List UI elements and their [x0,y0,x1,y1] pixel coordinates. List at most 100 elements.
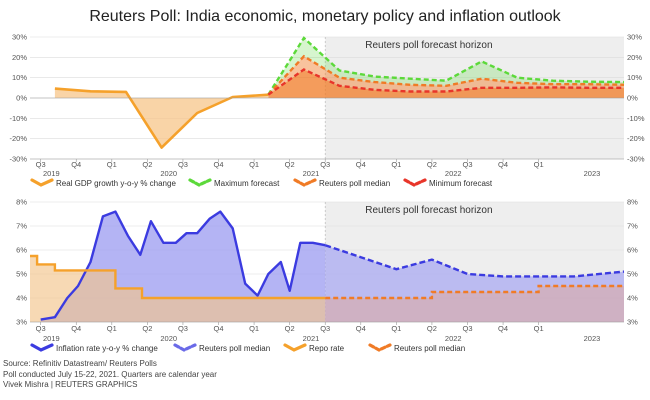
year-label: 2021 [303,169,320,178]
legend-label: Minimum forecast [429,179,493,188]
year-label: 2023 [584,169,601,178]
max-forecast-line [267,36,625,96]
x-tick-label: Q1 [391,324,401,333]
x-tick-label: Q2 [142,324,152,333]
legend-swatch [368,343,392,352]
legend-label: Reuters poll median [319,179,390,188]
legend-item: Inflation rate y-o-y % change [30,343,158,353]
legend-item: Reuters poll median [368,343,465,353]
legend-swatch [30,178,54,187]
x-tick-label: Q4 [214,324,224,333]
legend-swatch [188,178,212,187]
y-tick-label-right: 30% [627,33,642,42]
y-tick-label-right: 8% [627,198,638,207]
min-forecast-band [268,69,624,98]
year-label: 2020 [160,169,177,178]
max-forecast-band [268,38,624,95]
x-tick-label: Q1 [534,160,544,169]
x-tick-label: Q3 [178,324,188,333]
x-tick-label: Q4 [356,160,366,169]
y-tick-label-left: 3% [16,318,27,327]
year-label: 2021 [303,334,320,343]
legend-item: Real GDP growth y-o-y % change [30,178,176,188]
x-tick-label: Q1 [249,324,259,333]
legend-label: Maximum forecast [214,179,280,188]
y-tick-label-left: -30% [9,155,27,164]
year-label: 2019 [43,334,60,343]
y-tick-label-left: 30% [12,33,27,42]
legend-label: Reuters poll median [394,344,465,353]
legend-item: Reuters poll median [293,178,390,188]
x-tick-label: Q3 [178,160,188,169]
x-tick-label: Q2 [285,324,295,333]
source-block: Source: Refinitiv Datastream/ Reuters Po… [3,359,217,391]
inflation-forecast-line [324,244,625,278]
page-title: Reuters Poll: India economic, monetary p… [89,8,561,25]
legend-label: Repo rate [309,344,345,353]
y-tick-label-right: 7% [627,222,638,231]
y-tick-label-right: 0% [627,94,638,103]
legend-label: Reuters poll median [199,344,270,353]
forecast-horizon-label: Reuters poll forecast horizon [365,40,492,51]
x-tick-label: Q3 [36,160,46,169]
repo-forecast-area [325,286,624,322]
x-tick-label: Q4 [214,160,224,169]
legend-swatch [30,343,54,352]
legend-item: Maximum forecast [188,178,280,188]
x-tick-label: Q2 [285,160,295,169]
gdp-line [54,87,269,149]
legend-swatch [173,343,197,352]
inflation-line [40,210,326,321]
x-tick-label: Q1 [391,160,401,169]
legend-label: Real GDP growth y-o-y % change [56,179,176,188]
y-tick-label-right: -10% [627,114,645,123]
x-tick-label: Q3 [462,160,472,169]
x-tick-label: Q2 [427,160,437,169]
x-tick-label: Q2 [427,324,437,333]
legend-swatch [403,178,427,187]
year-label: 2022 [445,169,462,178]
x-tick-label: Q4 [498,160,508,169]
y-tick-label-left: -20% [9,134,27,143]
x-tick-label: Q3 [36,324,46,333]
x-tick-label: Q4 [71,324,81,333]
y-tick-label-right: 3% [627,318,638,327]
year-label: 2020 [160,334,177,343]
y-tick-label-left: 20% [12,53,27,62]
year-label: 2019 [43,169,60,178]
y-tick-label-right: 5% [627,270,638,279]
credit-text: Vivek Mishra | REUTERS GRAPHICS [3,380,138,389]
y-tick-label-left: 10% [12,73,27,82]
y-tick-label-right: 4% [627,294,638,303]
year-label: 2023 [584,334,601,343]
repo-rate-line [30,254,326,300]
y-tick-label-right: -30% [627,155,645,164]
repo-rate-area [30,256,326,322]
y-tick-label-right: 20% [627,53,642,62]
y-tick-label-left: -10% [9,114,27,123]
legend-item: Reuters poll median [173,343,270,353]
gdp-growth-chart: -30% -30% -20% -20% -10% -10% 0% 0% 10% 10% 20% 20%… [9,33,644,179]
x-tick-label: Q1 [107,160,117,169]
y-tick-label-left: 6% [16,246,27,255]
x-tick-label: Q4 [356,324,366,333]
forecast-horizon-label: Reuters poll forecast horizon [365,205,492,216]
legend-swatch [293,178,317,187]
y-tick-label-left: 4% [16,294,27,303]
x-tick-label: Q4 [498,324,508,333]
y-tick-label-right: 6% [627,246,638,255]
y-tick-label-right: 10% [627,73,642,82]
x-tick-label: Q3 [320,324,330,333]
x-tick-label: Q3 [320,160,330,169]
legend-swatch [283,343,307,352]
x-tick-label: Q1 [534,324,544,333]
x-tick-label: Q1 [249,160,259,169]
inflation-repo-chart: 3% 3% 4% 4% 5% 5% 6% 6% 7% 7% 8% 8% Reuters poll for… [16,198,638,344]
x-tick-label: Q1 [107,324,117,333]
x-tick-label: Q2 [142,160,152,169]
legend-label: Inflation rate y-o-y % change [56,344,158,353]
repo-forecast-line [325,284,624,300]
y-tick-label-left: 5% [16,270,27,279]
y-tick-label-left: 8% [16,198,27,207]
legend-item: Minimum forecast [403,178,493,188]
